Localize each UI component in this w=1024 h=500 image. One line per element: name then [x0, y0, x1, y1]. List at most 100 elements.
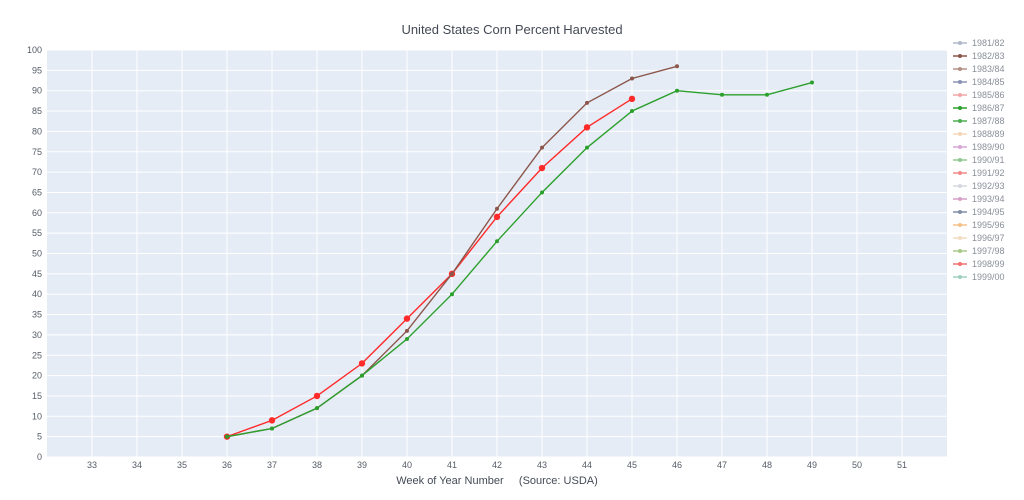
- legend-label: 1993/94: [972, 194, 1005, 204]
- data-point: [675, 88, 679, 93]
- legend-label: 1983/84: [972, 64, 1005, 74]
- legend-item[interactable]: 1982/83: [953, 51, 1005, 61]
- legend-label: 1981/82: [972, 38, 1005, 48]
- legend-marker-icon: [958, 145, 962, 149]
- data-point: [540, 145, 544, 150]
- legend-marker-icon: [958, 132, 962, 136]
- y-tick-label: 0: [37, 452, 42, 462]
- data-point: [630, 109, 634, 114]
- x-tick-label: 44: [582, 460, 592, 470]
- legend-label: 1997/98: [972, 246, 1005, 256]
- legend-label: 1998/99: [972, 259, 1005, 269]
- y-tick-label: 40: [32, 289, 42, 299]
- x-tick-label: 40: [402, 460, 412, 470]
- x-tick-label: 41: [447, 460, 457, 470]
- series-layer: [223, 64, 814, 440]
- data-point: [583, 124, 591, 131]
- legend-item[interactable]: 1985/86: [953, 90, 1005, 100]
- y-tick-label: 95: [32, 65, 42, 75]
- y-tick-label: 20: [32, 371, 42, 381]
- x-tick-label: 34: [132, 460, 142, 470]
- legend-label: 1985/86: [972, 90, 1005, 100]
- series-line: [226, 98, 633, 438]
- data-point: [405, 328, 409, 333]
- data-point: [358, 360, 366, 367]
- x-tick-label: 39: [357, 460, 367, 470]
- legend-marker-icon: [958, 80, 962, 84]
- y-axis-ticks: 0 5 10 15 20 25 30 35 40 45 50 55 60 65 70 75 80 85 90 95 10…: [27, 45, 42, 462]
- legend-item[interactable]: 1992/93: [953, 181, 1005, 191]
- legend-marker-icon: [958, 119, 962, 123]
- legend-label: 1994/95: [972, 207, 1005, 217]
- x-tick-label: 49: [807, 460, 817, 470]
- data-point: [360, 373, 364, 378]
- legend-item[interactable]: 1988/89: [953, 129, 1005, 139]
- x-tick-label: 42: [492, 460, 502, 470]
- legend-item[interactable]: 1981/82: [953, 38, 1005, 48]
- legend-item[interactable]: 1986/87: [953, 103, 1005, 113]
- data-point: [403, 315, 411, 322]
- data-point: [405, 336, 409, 341]
- legend-marker-icon: [958, 41, 962, 45]
- y-tick-label: 30: [32, 330, 42, 340]
- legend-item[interactable]: 1994/95: [953, 207, 1005, 217]
- legend-item[interactable]: 1990/91: [953, 155, 1005, 165]
- legend-label: 1988/89: [972, 129, 1005, 139]
- legend-item[interactable]: 1999/00: [953, 272, 1005, 282]
- legend-marker-icon: [958, 158, 962, 162]
- legend-item[interactable]: 1984/85: [953, 77, 1005, 87]
- data-point: [495, 239, 499, 244]
- y-tick-label: 65: [32, 187, 42, 197]
- legend-marker-icon: [958, 106, 962, 110]
- y-tick-label: 25: [32, 350, 42, 360]
- legend-item[interactable]: 1991/92: [953, 168, 1005, 178]
- y-tick-label: 50: [32, 249, 42, 259]
- legend-marker-icon: [958, 93, 962, 97]
- chart-title: United States Corn Percent Harvested: [401, 22, 622, 37]
- gridlines: [47, 49, 947, 458]
- x-tick-label: 47: [717, 460, 727, 470]
- legend-label: 1995/96: [972, 220, 1005, 230]
- legend-marker-icon: [958, 171, 962, 175]
- legend-marker-icon: [958, 210, 962, 214]
- legend-item[interactable]: 1998/99: [953, 259, 1005, 269]
- legend-label: 1996/97: [972, 233, 1005, 243]
- data-point: [810, 80, 814, 85]
- x-tick-label: 37: [267, 460, 277, 470]
- legend-label: 1989/90: [972, 142, 1005, 152]
- data-point: [630, 76, 634, 81]
- y-tick-label: 90: [32, 86, 42, 96]
- y-tick-label: 85: [32, 106, 42, 116]
- legend-label: 1999/00: [972, 272, 1005, 282]
- x-tick-label: 45: [627, 460, 637, 470]
- x-tick-label: 43: [537, 460, 547, 470]
- legend: 1981/82 1982/83 1983/84 1984/85 1985/86 1986/…: [953, 38, 1005, 282]
- data-point: [268, 417, 276, 424]
- x-tick-label: 36: [222, 460, 232, 470]
- legend-item[interactable]: 1983/84: [953, 64, 1005, 74]
- legend-marker-icon: [958, 67, 962, 71]
- y-tick-label: 5: [37, 432, 42, 442]
- data-point: [450, 271, 454, 276]
- y-tick-label: 70: [32, 167, 42, 177]
- data-point: [720, 92, 724, 97]
- legend-item[interactable]: 1996/97: [953, 233, 1005, 243]
- legend-marker-icon: [958, 223, 962, 227]
- data-point: [495, 206, 499, 211]
- data-point: [313, 392, 321, 400]
- x-tick-label: 38: [312, 460, 322, 470]
- data-point: [765, 92, 769, 97]
- legend-item[interactable]: 1993/94: [953, 194, 1005, 204]
- x-tick-label: 50: [852, 460, 862, 470]
- legend-item[interactable]: 1989/90: [953, 142, 1005, 152]
- legend-item[interactable]: 1995/96: [953, 220, 1005, 230]
- data-point: [225, 434, 229, 439]
- legend-marker-icon: [958, 249, 962, 253]
- legend-item[interactable]: 1987/88: [953, 116, 1005, 126]
- legend-label: 1987/88: [972, 116, 1005, 126]
- legend-marker-icon: [958, 197, 962, 201]
- y-tick-label: 100: [27, 45, 42, 55]
- legend-item[interactable]: 1997/98: [953, 246, 1005, 256]
- x-tick-label: 33: [87, 460, 97, 470]
